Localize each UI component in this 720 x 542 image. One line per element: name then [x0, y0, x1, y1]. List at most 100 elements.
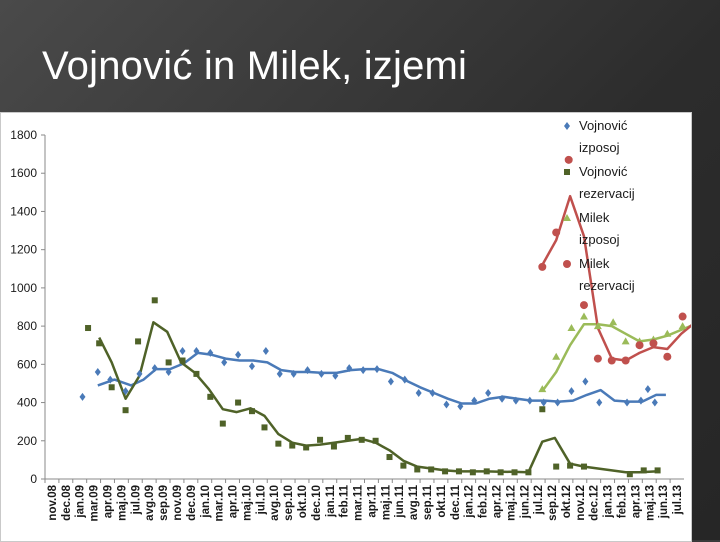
data-point-diamond: [554, 398, 561, 407]
y-tick-label: 0: [30, 472, 37, 486]
data-point-square: [317, 436, 324, 443]
x-tick-label: jul.13: [672, 485, 684, 515]
data-point-triangle: [563, 214, 571, 221]
data-point-diamond: [304, 366, 311, 375]
data-point-diamond: [526, 396, 533, 405]
data-point-circle: [564, 155, 573, 164]
x-tick-label: dec.12: [589, 485, 601, 521]
data-point-square: [640, 467, 647, 474]
data-point-diamond: [79, 392, 86, 401]
data-point-diamond: [262, 346, 269, 355]
x-tick-label: sep.10: [283, 485, 295, 521]
data-point-diamond: [374, 365, 381, 374]
data-point-square: [525, 469, 532, 476]
data-point-square: [511, 469, 518, 476]
data-point-triangle: [621, 337, 630, 345]
data-point-square: [386, 454, 393, 461]
data-point-square: [330, 443, 337, 450]
x-tick-label: maj.13: [644, 485, 656, 521]
data-point-square: [400, 462, 407, 469]
data-point-diamond: [165, 367, 172, 376]
data-point-square: [344, 434, 351, 441]
data-point-circle: [621, 356, 630, 365]
x-tick-label: dec.08: [61, 484, 73, 520]
data-point-circle: [678, 312, 687, 321]
data-point-diamond: [624, 398, 631, 407]
x-tick-label: okt.11: [436, 484, 448, 517]
y-tick-label: 800: [17, 319, 37, 333]
data-point-diamond: [290, 369, 297, 378]
data-point-square: [372, 437, 379, 444]
data-point-square: [497, 469, 504, 476]
series-line: [541, 322, 691, 392]
data-point-square: [567, 462, 574, 469]
data-point-diamond: [596, 398, 603, 407]
data-point-diamond: [564, 122, 570, 130]
data-point-diamond: [346, 364, 353, 373]
data-point-diamond: [499, 394, 506, 403]
data-point-square: [469, 469, 476, 476]
data-point-diamond: [415, 389, 422, 397]
x-tick-label: feb.12: [478, 485, 490, 518]
x-tick-label: mar.10: [214, 485, 226, 521]
x-tick-label: sep.12: [547, 485, 559, 521]
x-tick-label: jan.11: [325, 484, 337, 518]
x-tick-label: maj.11: [380, 484, 392, 520]
data-point-diamond: [568, 387, 575, 396]
y-tick-label: 400: [17, 396, 37, 410]
data-point-diamond: [443, 400, 450, 409]
y-tick-label: 1600: [10, 166, 37, 180]
data-point-diamond: [637, 396, 644, 405]
x-tick-label: feb.11: [339, 484, 351, 517]
x-tick-label: jun.12: [519, 485, 531, 519]
x-tick-label: dec.10: [311, 485, 323, 521]
x-tick-label: jun.13: [658, 485, 670, 519]
data-point-triangle: [609, 318, 618, 326]
y-tick-label: 1200: [10, 243, 37, 257]
legend-label: izposoj: [579, 140, 620, 155]
data-point-square: [122, 407, 129, 414]
x-tick-label: apr.13: [630, 485, 642, 518]
data-point-circle: [552, 228, 561, 237]
data-point-diamond: [221, 358, 228, 367]
y-tick-label: 1400: [10, 204, 37, 218]
x-tick-label: dec.09: [186, 485, 198, 521]
data-point-diamond: [107, 375, 114, 384]
data-point-diamond: [332, 371, 339, 380]
data-point-diamond: [360, 366, 367, 375]
data-point-circle: [563, 260, 571, 268]
data-point-diamond: [94, 367, 101, 376]
x-tick-label: jan.10: [200, 485, 212, 519]
x-tick-label: avg.09: [144, 485, 156, 521]
data-point-diamond: [151, 364, 158, 373]
data-point-triangle: [678, 322, 687, 330]
data-point-diamond: [207, 348, 214, 357]
data-point-square: [96, 340, 103, 347]
data-point-square: [235, 399, 242, 406]
data-point-diamond: [248, 362, 255, 371]
x-tick-label: nov.08: [47, 484, 59, 520]
data-point-circle: [663, 352, 672, 361]
series-line: [541, 194, 691, 362]
x-tick-label: jul.09: [130, 485, 142, 515]
data-point-square: [193, 370, 200, 377]
data-point-diamond: [122, 387, 129, 396]
data-point-diamond: [644, 385, 651, 394]
y-tick-label: 1800: [10, 128, 37, 142]
x-tick-label: jan.12: [464, 485, 476, 519]
legend-label: Vojnović: [579, 118, 628, 133]
legend-label: Milek: [579, 256, 610, 271]
data-point-square: [414, 466, 421, 473]
x-tick-label: okt.12: [561, 485, 573, 518]
x-tick-label: mar.09: [89, 485, 101, 521]
y-tick-label: 1000: [10, 281, 37, 295]
x-tick-label: jun.11: [394, 484, 406, 518]
data-point-diamond: [457, 402, 464, 411]
data-point-square: [275, 440, 282, 447]
data-point-triangle: [593, 322, 602, 330]
data-point-diamond: [651, 398, 658, 407]
x-tick-label: avg.10: [269, 485, 281, 521]
x-tick-label: maj.10: [241, 485, 253, 521]
legend-label: izposoj: [579, 232, 620, 247]
y-tick-label: 200: [17, 434, 37, 448]
